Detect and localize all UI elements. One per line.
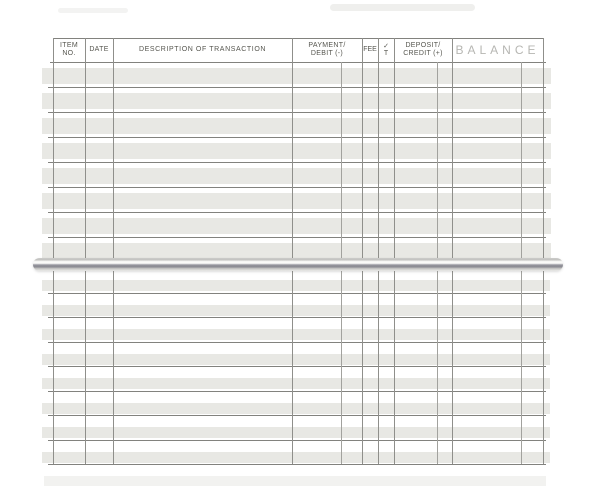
row-stripe bbox=[42, 304, 550, 316]
rule-vertical bbox=[543, 271, 544, 464]
column-header-deposit-credit: DEPOSIT/ CREDIT (+) bbox=[403, 42, 443, 57]
rule-horizontal-row bbox=[48, 317, 546, 318]
column-header-date: DATE bbox=[89, 46, 109, 53]
row-stripe bbox=[42, 143, 551, 159]
rule-vertical bbox=[292, 38, 293, 259]
rule-horizontal-row bbox=[48, 87, 546, 88]
row-stripe bbox=[42, 280, 550, 291]
column-header-payment-debit: PAYMENT/ DEBIT (-) bbox=[308, 42, 346, 57]
rule-vertical bbox=[394, 38, 395, 259]
rule-vertical-cents bbox=[521, 271, 522, 464]
row-stripe bbox=[42, 68, 551, 84]
rule-vertical-cents bbox=[437, 271, 438, 464]
row-stripe bbox=[42, 218, 551, 234]
rule-vertical-cents bbox=[437, 62, 438, 259]
rule-horizontal-row bbox=[48, 292, 546, 294]
row-stripe bbox=[42, 93, 551, 109]
column-header-t-label: T bbox=[383, 50, 389, 57]
rule-horizontal-row bbox=[48, 464, 546, 465]
rule-horizontal-row bbox=[48, 439, 546, 441]
rule-horizontal-row bbox=[48, 415, 546, 416]
row-stripe bbox=[42, 451, 550, 463]
rule-vertical bbox=[85, 271, 86, 464]
rule-vertical bbox=[378, 271, 379, 464]
column-header-balance: BALANCE bbox=[455, 43, 540, 57]
rule-vertical bbox=[362, 38, 363, 259]
row-stripe bbox=[42, 353, 550, 365]
rule-horizontal-row bbox=[48, 137, 546, 138]
row-stripe bbox=[42, 329, 550, 340]
rule-vertical bbox=[362, 271, 363, 464]
rule-horizontal-row bbox=[48, 162, 546, 163]
rule-horizontal-header bbox=[50, 62, 546, 63]
row-stripe bbox=[42, 193, 551, 209]
rule-vertical bbox=[292, 271, 293, 464]
row-stripe bbox=[42, 243, 551, 259]
rule-horizontal-row bbox=[48, 390, 546, 392]
checkmark-icon: ✓ bbox=[383, 43, 389, 50]
row-stripe bbox=[42, 427, 550, 438]
scan-artifact bbox=[330, 4, 475, 11]
column-header-description: DESCRIPTION OF TRANSACTION bbox=[138, 46, 267, 53]
row-stripe bbox=[42, 378, 550, 389]
column-header-item-no: ITEM NO. bbox=[60, 42, 78, 57]
rule-horizontal-top bbox=[53, 38, 543, 39]
row-stripe bbox=[42, 118, 551, 134]
rule-horizontal-row bbox=[48, 237, 546, 238]
rule-vertical bbox=[543, 38, 544, 259]
rule-horizontal-row bbox=[48, 366, 546, 367]
rule-vertical-cents bbox=[521, 62, 522, 259]
rule-vertical bbox=[452, 38, 453, 259]
page-fold-binding-bar bbox=[33, 258, 563, 271]
rule-vertical-cents bbox=[341, 271, 342, 464]
rule-horizontal-row bbox=[48, 212, 546, 213]
row-stripe-faded bbox=[44, 475, 546, 486]
rule-vertical bbox=[53, 38, 54, 259]
row-stripe bbox=[42, 402, 550, 414]
rule-horizontal-row bbox=[48, 341, 546, 343]
rule-horizontal-row bbox=[48, 112, 546, 113]
rule-vertical bbox=[53, 271, 54, 464]
column-header-fee: FEE bbox=[363, 46, 377, 53]
rule-horizontal-row bbox=[48, 187, 546, 188]
column-header-check-t: ✓ T bbox=[378, 39, 394, 61]
rule-vertical-cents bbox=[341, 62, 342, 259]
rule-vertical bbox=[85, 38, 86, 259]
rule-vertical bbox=[113, 271, 114, 464]
rule-vertical bbox=[452, 271, 453, 464]
row-stripe bbox=[42, 168, 551, 184]
rule-vertical bbox=[378, 38, 379, 259]
rule-vertical bbox=[394, 271, 395, 464]
scan-artifact bbox=[58, 8, 128, 13]
rule-vertical bbox=[113, 38, 114, 259]
